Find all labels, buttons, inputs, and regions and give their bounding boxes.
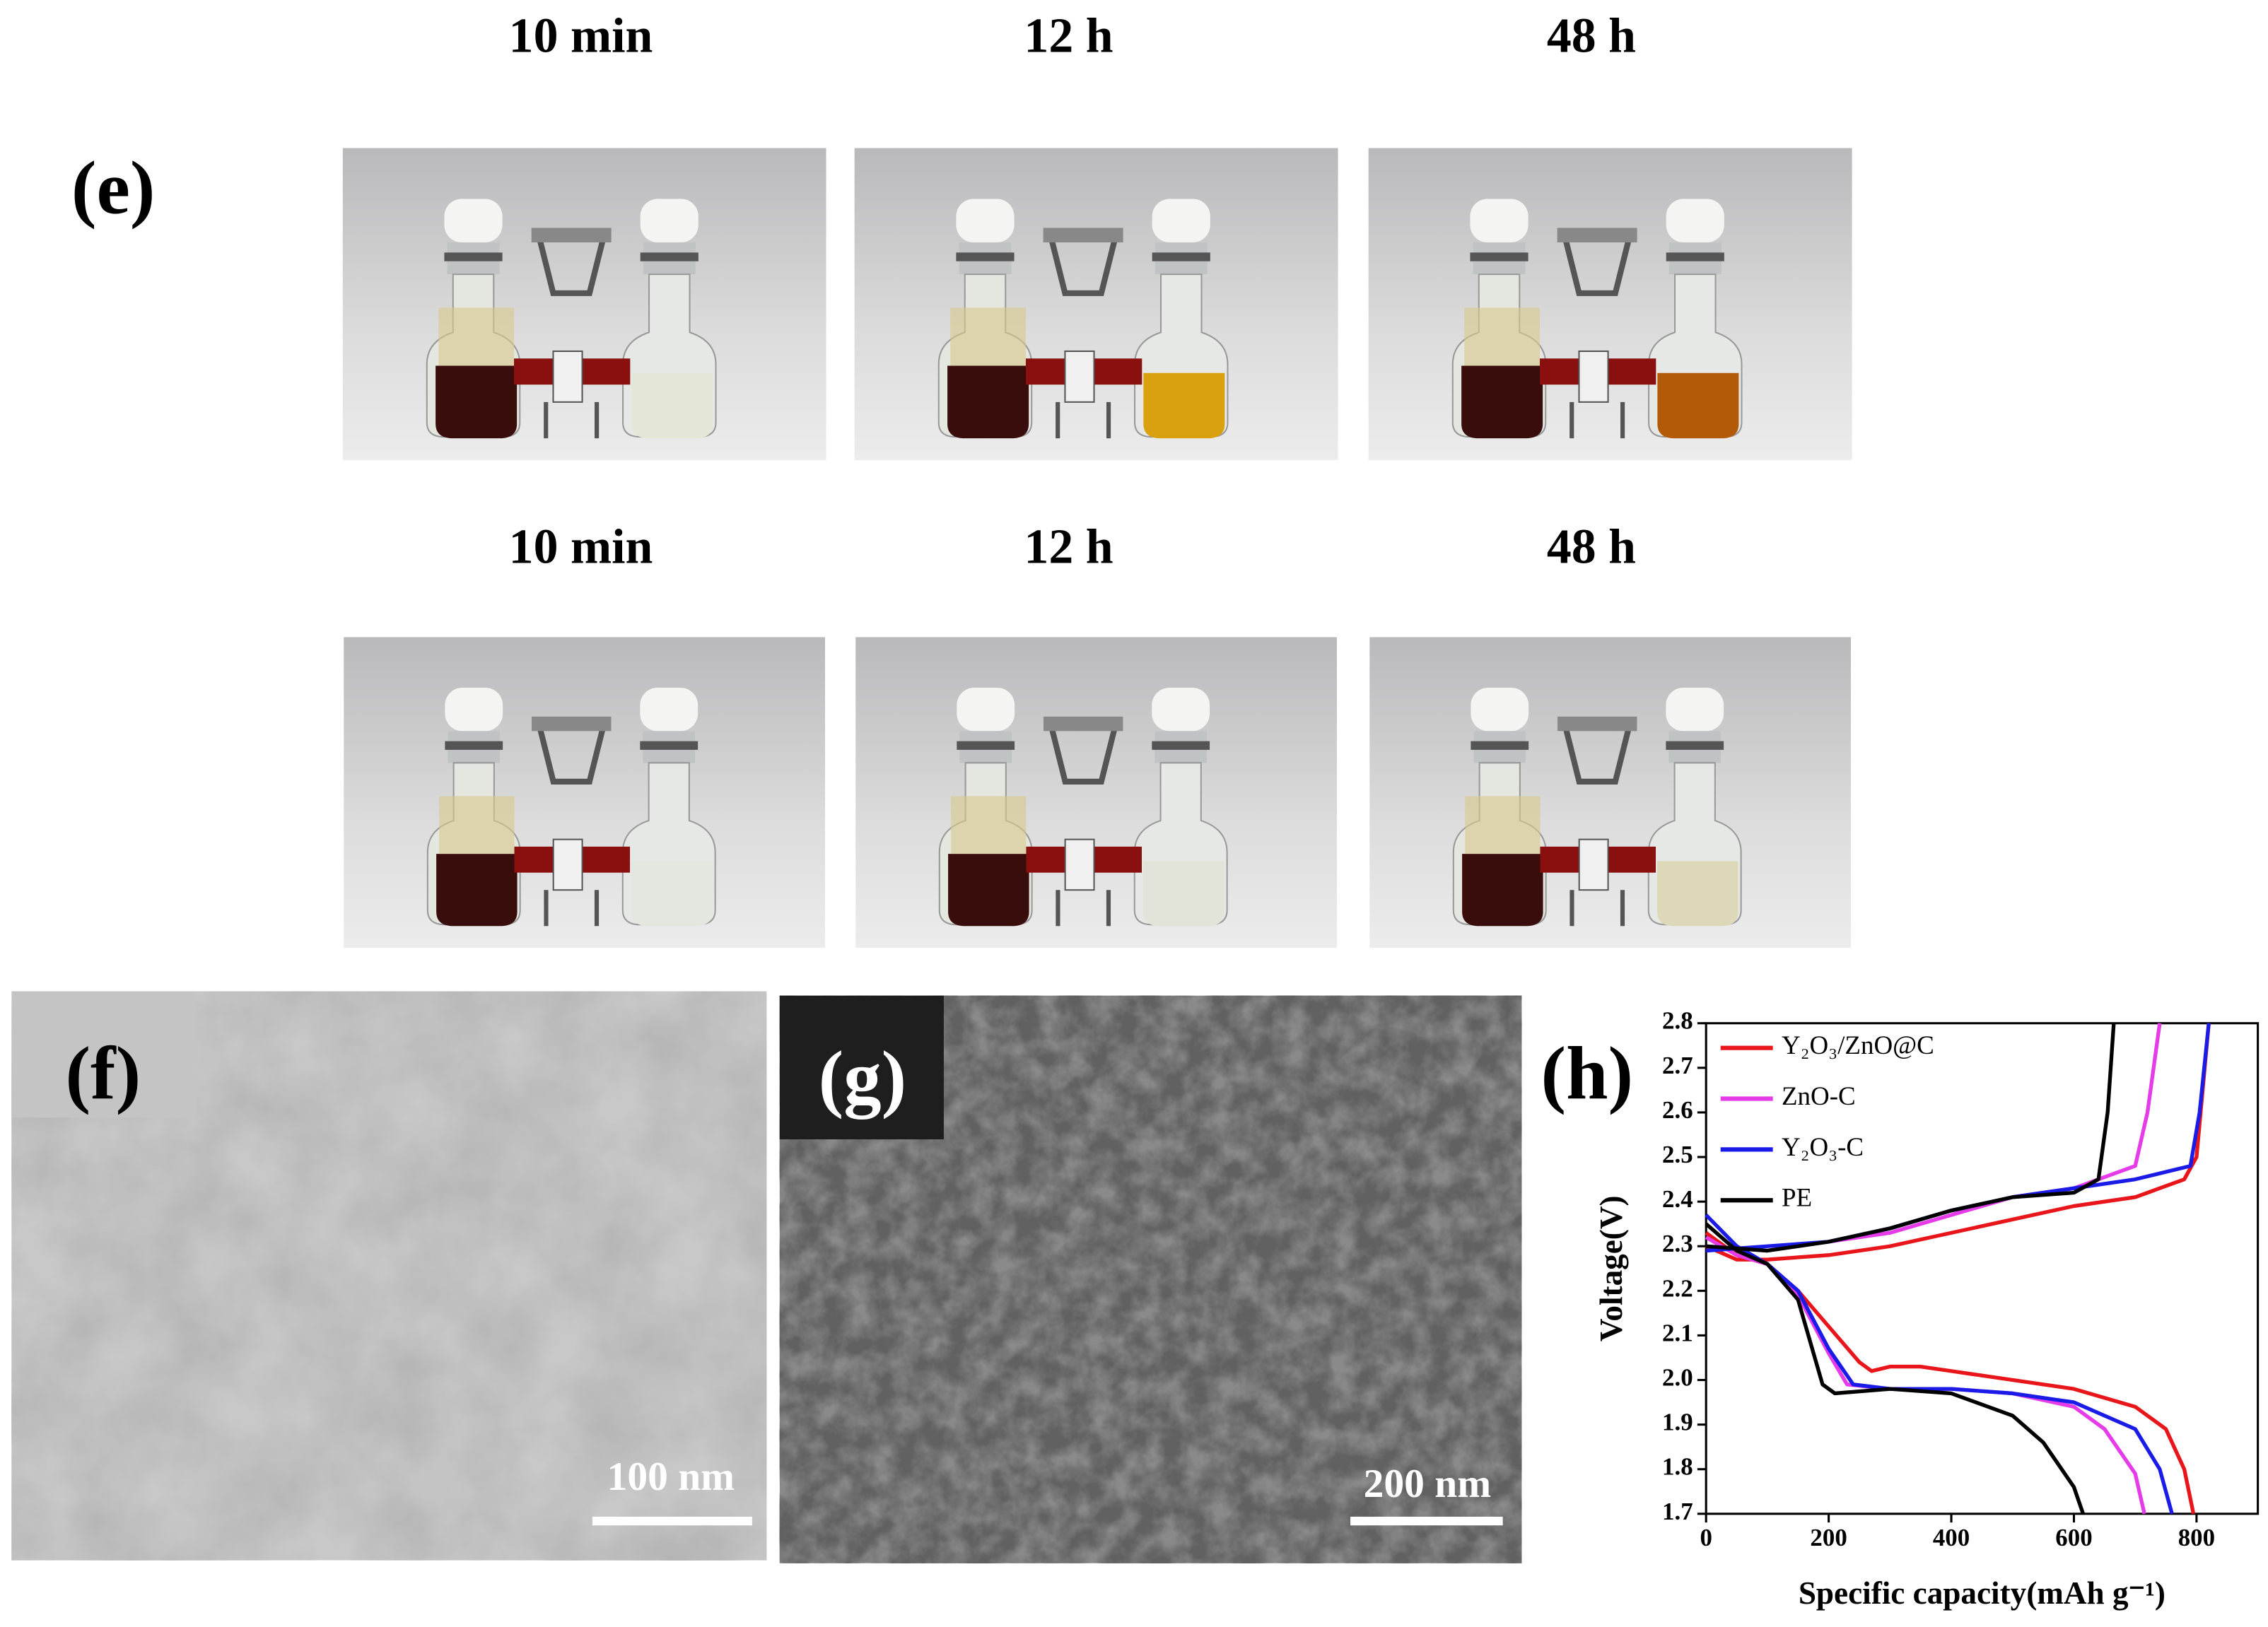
x-axis-title: Specific capacity(mAh g⁻¹) (1799, 1575, 2165, 1611)
panel-label: (e) (71, 147, 156, 230)
y-tick-label: 2.8 (1662, 1007, 1693, 1035)
legend-label: ZnO-C (1782, 1081, 1856, 1110)
y-tick-label: 2.5 (1662, 1141, 1693, 1168)
x-tick-label: 800 (2178, 1524, 2215, 1551)
scale-label: 200 nm (1364, 1462, 1492, 1506)
time-label: 48 h (1547, 519, 1636, 574)
photo (1369, 637, 1851, 947)
photo (343, 148, 826, 460)
time-label: 12 h (1024, 519, 1113, 574)
photo (855, 637, 1337, 947)
scale-bar (592, 1516, 752, 1526)
scale-label: 100 nm (607, 1455, 735, 1499)
time-label: 10 min (509, 9, 653, 64)
photo (855, 148, 1338, 460)
time-label: 10 min (509, 519, 653, 574)
y-tick-label: 2.0 (1662, 1364, 1693, 1392)
y-axis-title: Voltage(V) (1594, 1195, 1629, 1341)
y-tick-label: 2.7 (1662, 1052, 1693, 1079)
tem-image: (f) 100 nm (11, 991, 767, 1561)
plot-frame (1705, 1022, 2260, 1515)
y-tick-label: 1.9 (1662, 1409, 1693, 1436)
time-label: 48 h (1547, 9, 1636, 64)
y-tick-label: 2.2 (1662, 1274, 1693, 1302)
y-tick-label: 2.6 (1662, 1096, 1693, 1124)
legend-label: Y₂O₃/ZnO@C (1782, 1030, 1934, 1059)
legend-label: Y₂O₃-C (1782, 1132, 1864, 1161)
y-tick-label: 1.8 (1662, 1453, 1693, 1481)
tem-image: (g) 200 nm (779, 995, 1522, 1563)
y-tick-label: 2.1 (1662, 1319, 1693, 1346)
panel-label: (f) (65, 1032, 141, 1115)
y-tick-label: 1.7 (1662, 1498, 1693, 1525)
photo (1369, 148, 1852, 460)
x-tick-label: 400 (1933, 1524, 1970, 1551)
data-line (1705, 1023, 2116, 1515)
x-tick-label: 600 (2055, 1524, 2092, 1551)
time-label: 12 h (1024, 9, 1113, 64)
legend-label: PE (1782, 1183, 1812, 1212)
scale-bar (1350, 1516, 1503, 1526)
x-tick-label: 0 (1700, 1524, 1712, 1551)
x-tick-label: 200 (1810, 1524, 1847, 1551)
y-tick-label: 2.3 (1662, 1230, 1693, 1257)
photo (344, 637, 825, 947)
y-tick-label: 2.4 (1662, 1185, 1693, 1213)
panel-label: (h) (1541, 1032, 1634, 1115)
chart: (h) Specific capacity(mAh g⁻¹) Voltage(V… (1541, 1007, 2260, 1611)
panel-label: (g) (819, 1037, 907, 1120)
